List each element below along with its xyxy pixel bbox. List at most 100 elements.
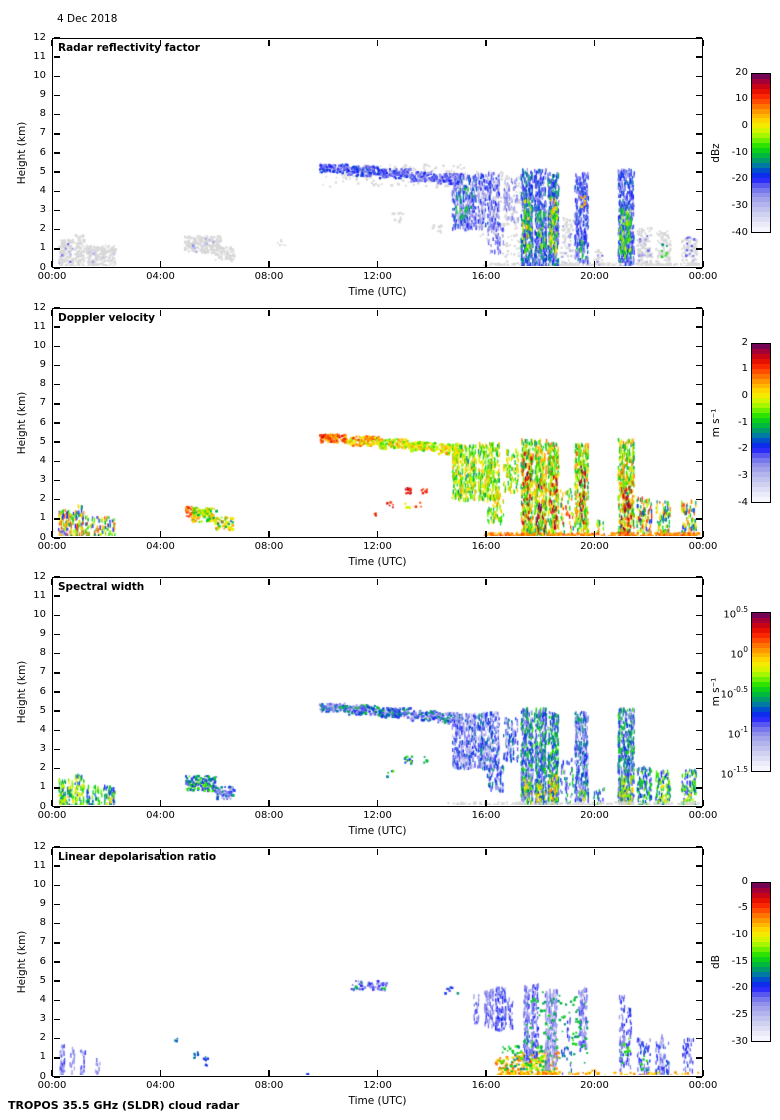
x-tick	[159, 578, 162, 585]
colorbar-step	[752, 1011, 770, 1017]
y-tick	[53, 748, 60, 751]
y-tick-label: 9	[39, 898, 46, 909]
y-axis-label: Height (km)	[16, 391, 28, 455]
x-tick	[485, 578, 487, 585]
colorbar-step	[752, 98, 770, 104]
x-axis-label: Time (UTC)	[348, 556, 407, 568]
y-tick	[695, 942, 702, 944]
y-tick	[53, 767, 60, 770]
colorbar-tick-base: 10	[720, 688, 734, 700]
y-tick	[695, 884, 702, 887]
y-tick	[695, 248, 702, 250]
date-label: 4 Dec 2018	[57, 13, 118, 25]
x-tick	[702, 309, 704, 316]
colorbar-step	[752, 157, 770, 163]
colorbar-step	[752, 207, 770, 213]
y-tick	[53, 75, 60, 78]
x-tick	[268, 260, 270, 267]
colorbar-step	[752, 388, 770, 394]
x-tick	[485, 848, 487, 855]
y-tick	[53, 441, 60, 443]
colorbar-step	[752, 756, 770, 762]
x-tick	[702, 260, 704, 267]
colorbar-step	[752, 731, 770, 737]
y-tick-label: 3	[39, 474, 46, 485]
colorbar-step	[752, 927, 770, 933]
y-tick	[695, 961, 702, 963]
x-tick	[485, 799, 487, 806]
colorbar-step	[752, 897, 770, 903]
y-axis-label: Height (km)	[16, 930, 28, 994]
x-tick	[702, 530, 704, 537]
y-tick-label: 7	[39, 397, 46, 409]
x-tick	[593, 799, 596, 806]
y-tick	[695, 537, 702, 539]
colorbar	[751, 343, 771, 503]
x-tick	[702, 39, 704, 46]
y-tick-label: 5	[39, 704, 46, 716]
x-tick-label: 00:00	[688, 541, 718, 552]
colorbar-step	[752, 138, 770, 144]
colorbar-step	[752, 403, 770, 409]
colorbar-step	[752, 632, 770, 638]
x-tick	[268, 1069, 270, 1076]
colorbar-step	[752, 976, 770, 982]
y-tick	[53, 479, 60, 482]
x-tick-label: 08:00	[254, 541, 284, 552]
colorbar-tick-exponent: -1.5	[733, 764, 748, 774]
colorbar-step	[752, 907, 770, 913]
colorbar-step	[752, 408, 770, 414]
colorbar-step	[752, 182, 770, 188]
colorbar-step	[752, 363, 770, 369]
colorbar-tick-label: -3	[738, 469, 748, 481]
y-tick	[695, 652, 702, 655]
x-tick	[159, 1069, 162, 1076]
colorbar-step	[752, 113, 770, 119]
y-tick-label: 0	[39, 261, 46, 273]
y-tick	[53, 980, 60, 982]
colorbar-step	[752, 358, 770, 364]
y-tick-label: 8	[39, 647, 46, 659]
colorbar-step	[752, 701, 770, 707]
colorbar-step	[752, 711, 770, 717]
colorbar-step	[752, 736, 770, 742]
y-tick	[695, 633, 702, 636]
x-tick	[159, 848, 162, 855]
y-tick	[695, 267, 702, 269]
y-tick-label: 9	[39, 359, 46, 370]
x-tick	[376, 578, 379, 585]
colorbar-step	[752, 432, 770, 438]
y-tick	[695, 37, 702, 39]
x-tick-label: 04:00	[146, 1080, 175, 1091]
colorbar-step	[752, 672, 770, 678]
colorbar	[751, 612, 771, 772]
y-tick	[53, 383, 60, 386]
colorbar-step	[752, 937, 770, 943]
colorbar-tick-label: 20	[735, 66, 748, 78]
colorbar-tick-label: -10	[731, 928, 748, 940]
colorbar-tick-exponent: 0	[743, 644, 748, 654]
x-tick-label: 00:00	[688, 810, 718, 821]
x-axis-label: Time (UTC)	[348, 1095, 407, 1107]
x-tick-label: 00:00	[688, 271, 718, 282]
y-tick	[53, 94, 60, 97]
colorbar-step	[752, 452, 770, 458]
colorbar-step	[752, 932, 770, 938]
colorbar-tick-label: -20	[731, 982, 748, 994]
colorbar-tick-label: -40	[731, 226, 748, 238]
y-tick	[53, 806, 60, 808]
x-tick-label: 08:00	[254, 1080, 284, 1091]
x-tick-label: 08:00	[254, 271, 284, 282]
colorbar-step	[752, 637, 770, 643]
y-tick-label: 6	[39, 685, 46, 697]
colorbar-tick-label: 10-1.5	[700, 764, 748, 780]
colorbar-step	[752, 883, 770, 888]
x-tick-label: 00:00	[37, 271, 67, 282]
y-tick-label: 1	[39, 1051, 46, 1063]
x-tick-label: 12:00	[363, 541, 392, 552]
y-tick-label: 11	[33, 589, 46, 601]
panel-title: Linear depolarisation ratio	[58, 851, 217, 863]
y-tick	[53, 209, 60, 212]
y-tick-label: 12	[33, 570, 46, 582]
y-tick	[53, 652, 60, 655]
